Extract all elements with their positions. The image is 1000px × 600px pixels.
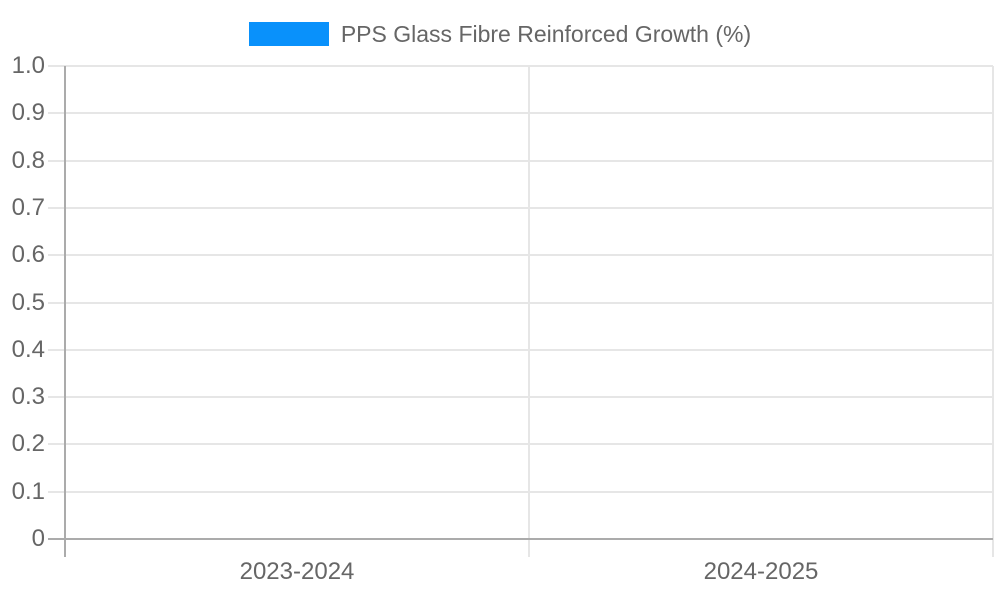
gridline-vertical <box>528 66 530 557</box>
gridline-horizontal <box>48 302 993 304</box>
y-axis-tick-label: 0.2 <box>11 430 45 457</box>
gridline-horizontal <box>48 65 993 67</box>
y-axis-tick-label: 0.3 <box>11 383 45 410</box>
legend-label: PPS Glass Fibre Reinforced Growth (%) <box>340 21 752 47</box>
y-axis-tick-label: 0.1 <box>11 478 45 505</box>
legend-swatch-icon <box>248 22 329 46</box>
gridline-horizontal <box>48 491 993 493</box>
y-axis-tick-label: 0.4 <box>11 336 45 363</box>
y-axis-tick-label: 0.5 <box>11 289 45 316</box>
gridline-horizontal <box>48 396 993 398</box>
legend-item[interactable]: PPS Glass Fibre Reinforced Growth (%) <box>248 20 752 48</box>
y-axis-tick-label: 0.9 <box>11 99 45 126</box>
gridline-horizontal <box>48 349 993 351</box>
gridline-horizontal <box>48 254 993 256</box>
y-axis-tick-label: 0.6 <box>11 241 45 268</box>
x-axis-category-label: 2023-2024 <box>239 558 355 585</box>
y-axis-border <box>64 66 66 557</box>
x-axis-category-label: 2024-2025 <box>703 558 819 585</box>
y-axis-tick-label: 1.0 <box>11 52 45 79</box>
legend: PPS Glass Fibre Reinforced Growth (%) <box>0 20 1000 48</box>
y-axis-tick-label: 0 <box>31 525 45 552</box>
y-axis-tick-label: 0.8 <box>11 147 45 174</box>
x-axis-baseline <box>48 538 993 540</box>
gridline-vertical <box>992 66 994 557</box>
y-axis-tick-label: 0.7 <box>11 194 45 221</box>
gridline-horizontal <box>48 207 993 209</box>
gridline-horizontal <box>48 443 993 445</box>
gridline-horizontal <box>48 112 993 114</box>
gridline-horizontal <box>48 160 993 162</box>
